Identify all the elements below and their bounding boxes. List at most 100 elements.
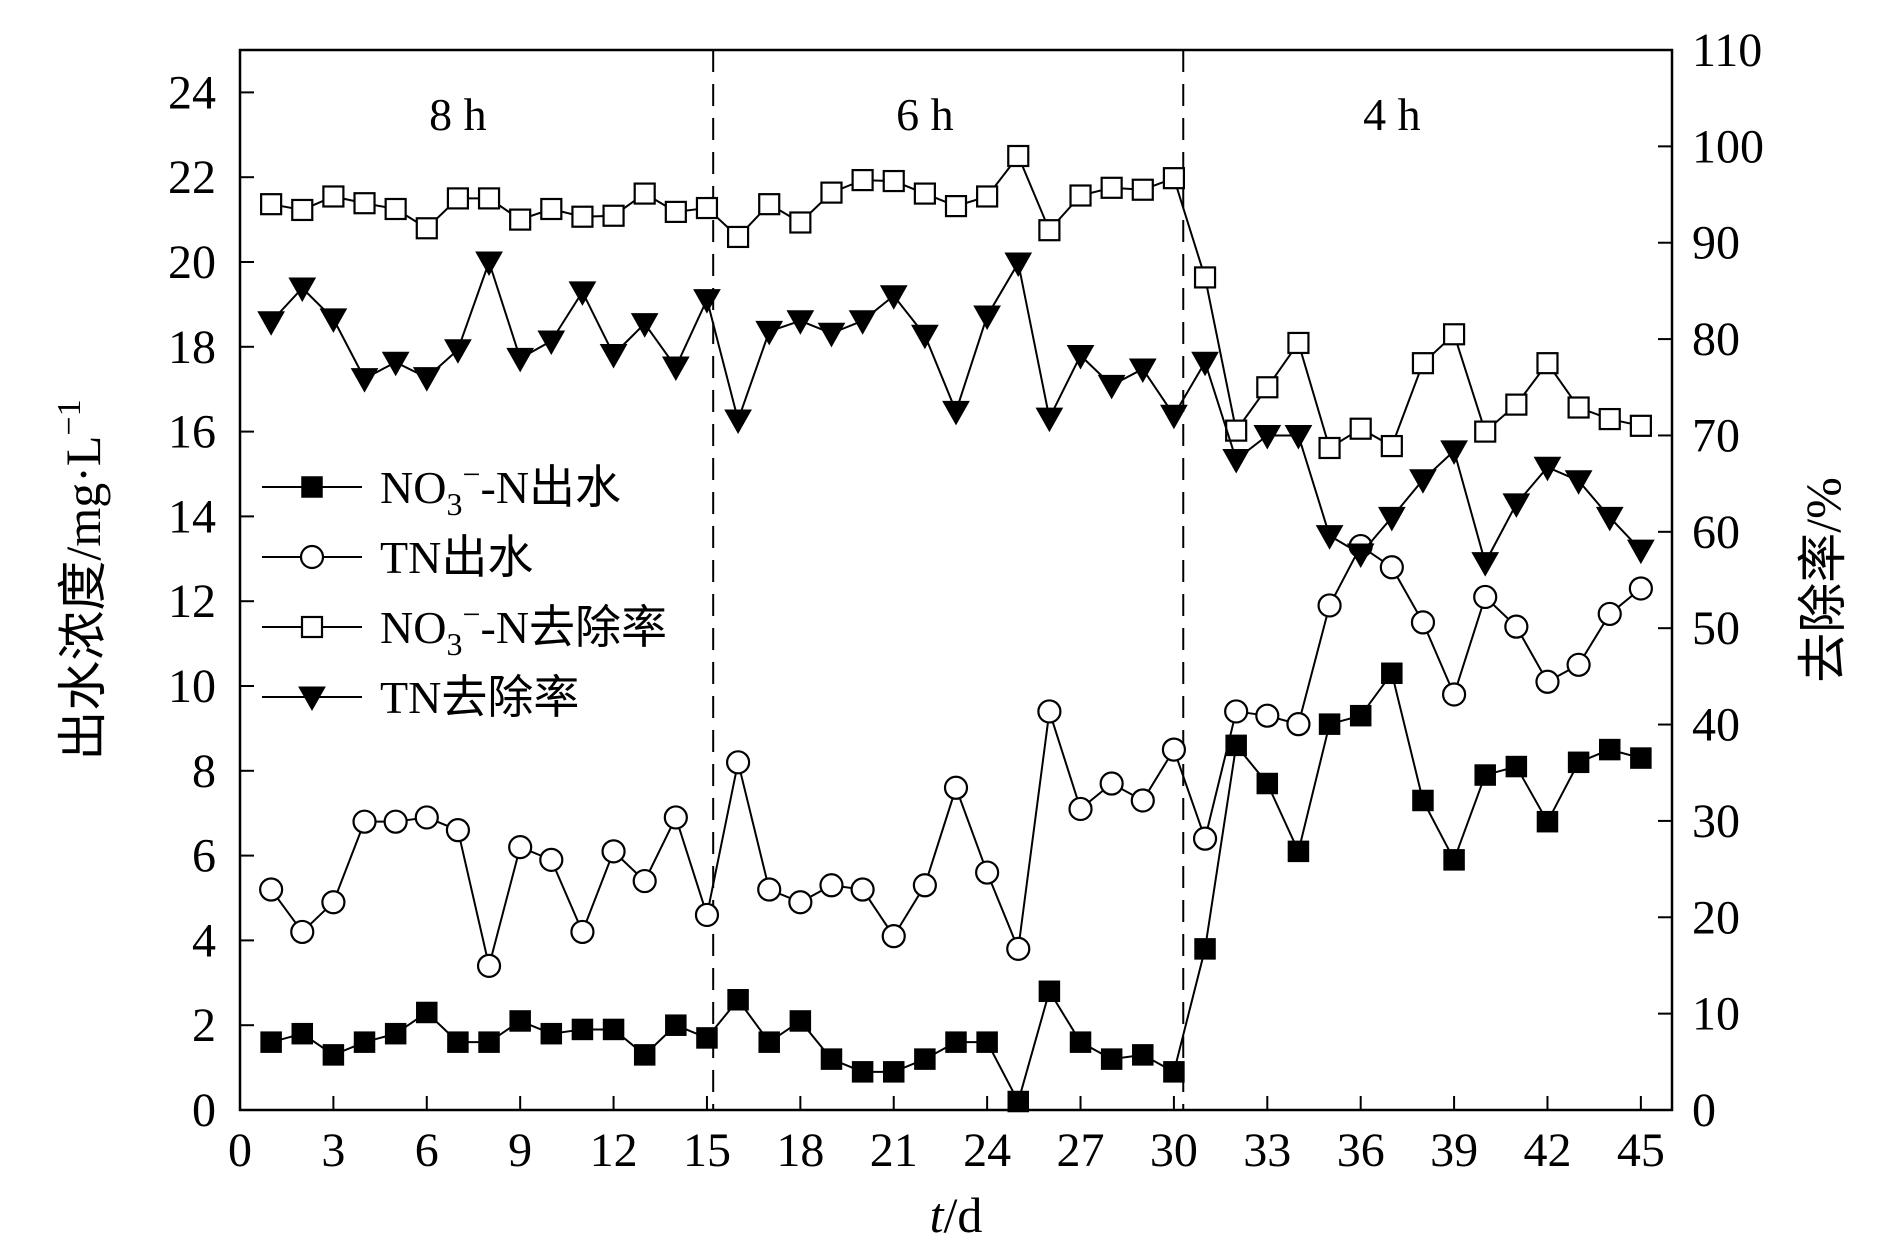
data-point [789, 211, 812, 234]
legend-item-no3_eff: NO3−-N出水 [262, 456, 621, 522]
data-point [1315, 525, 1344, 550]
data-point [976, 185, 999, 208]
data-point [942, 400, 970, 426]
x-axis-title: t/d [930, 1187, 983, 1243]
data-point [445, 818, 471, 843]
data-point [630, 313, 659, 338]
data-point [1194, 938, 1216, 960]
data-point [817, 322, 846, 348]
data-point [1597, 601, 1622, 627]
data-point [1566, 652, 1591, 677]
data-point [353, 1031, 376, 1053]
data-point [727, 989, 749, 1011]
data-point [757, 877, 782, 902]
series-no3_rem [260, 144, 1652, 460]
data-point [912, 873, 937, 898]
y-left-tick-label: 18 [168, 321, 216, 374]
data-point [944, 195, 968, 218]
data-point [1099, 771, 1124, 796]
data-point [911, 324, 939, 350]
data-point [1505, 393, 1528, 416]
data-point [1410, 610, 1436, 635]
data-point [1442, 323, 1466, 346]
y-left-tick-label: 24 [168, 66, 216, 119]
data-point [1284, 424, 1313, 450]
x-tick-label: 42 [1523, 1124, 1571, 1177]
y-right-tick-label: 100 [1692, 120, 1764, 173]
data-point [414, 805, 439, 830]
legend-item-tn_rem: TN去除率 [262, 672, 579, 723]
data-point [350, 368, 379, 393]
data-point [446, 187, 470, 210]
data-point [788, 890, 813, 915]
data-point [789, 1010, 812, 1032]
data-series [257, 144, 1655, 1113]
data-point [1379, 555, 1404, 580]
data-point [1132, 1044, 1154, 1066]
x-tick-label: 18 [776, 1124, 824, 1177]
data-point [1441, 682, 1467, 707]
data-point [260, 1031, 282, 1053]
data-point [319, 308, 348, 333]
y-left-tick-label: 12 [168, 575, 216, 628]
data-point [1409, 469, 1437, 494]
data-point [1412, 789, 1434, 812]
data-point [881, 924, 906, 949]
data-point [1097, 374, 1126, 400]
data-point [1037, 699, 1062, 724]
y-left-tick-label: 8 [192, 745, 216, 798]
data-point [1536, 352, 1559, 375]
data-point [1502, 493, 1531, 518]
data-point [1130, 788, 1155, 813]
data-point [820, 181, 843, 204]
y-left-tick-label: 6 [192, 830, 216, 883]
data-point [1411, 352, 1435, 375]
data-point [1287, 331, 1310, 355]
data-point [506, 347, 535, 373]
legend-marker [300, 615, 324, 639]
data-point [1255, 703, 1280, 728]
data-point [848, 310, 877, 335]
x-tick-label: 6 [415, 1124, 439, 1177]
legend-marker [299, 544, 325, 570]
data-point [1380, 434, 1403, 458]
data-point [353, 192, 376, 215]
y-right-tick-label: 110 [1692, 24, 1762, 77]
data-point [1598, 407, 1621, 431]
data-point [632, 868, 657, 894]
y-right-tick-label: 0 [1692, 1084, 1716, 1137]
data-point [568, 281, 597, 306]
data-point [1038, 980, 1061, 1003]
axis-titles: t/d 出水浓度/mg·L−1 去除率/% [51, 399, 1851, 1243]
data-point [260, 193, 283, 216]
data-point [1069, 184, 1092, 207]
data-point [571, 205, 594, 228]
data-point [1627, 539, 1655, 565]
data-point [1536, 810, 1559, 833]
data-point [696, 1027, 718, 1049]
series-tn_eff [259, 533, 1653, 978]
data-point [1162, 167, 1186, 190]
data-point [1630, 747, 1652, 769]
data-point [820, 1048, 843, 1070]
data-point [1193, 266, 1217, 289]
data-point [665, 1014, 687, 1036]
phase-label: 6 h [896, 89, 954, 140]
data-point [851, 1061, 874, 1083]
data-point [384, 197, 407, 221]
data-point [571, 1018, 594, 1041]
data-point [1533, 456, 1562, 482]
data-point [570, 919, 595, 945]
data-point [1443, 849, 1465, 871]
data-point [664, 200, 687, 223]
data-point [1381, 662, 1403, 685]
data-point [1628, 576, 1653, 601]
data-point [291, 198, 314, 222]
data-point [1224, 699, 1249, 724]
data-point [1066, 344, 1095, 370]
data-point [1004, 252, 1033, 277]
data-point [1038, 219, 1061, 242]
x-tick-label: 9 [508, 1124, 532, 1177]
data-point [1100, 1048, 1123, 1070]
x-tick-label: 36 [1337, 1124, 1385, 1177]
